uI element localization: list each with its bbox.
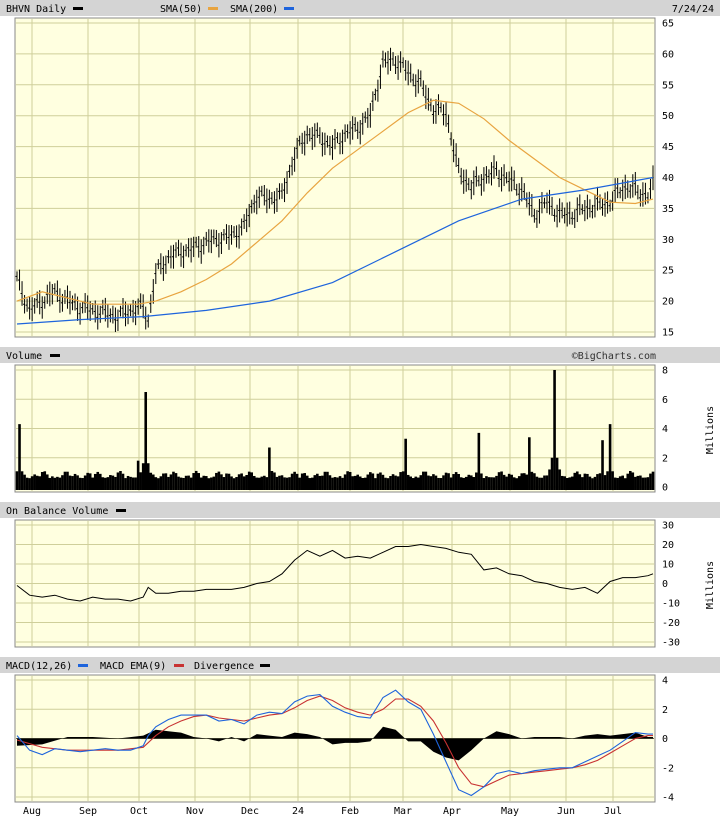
x-tick-label: Dec xyxy=(241,806,259,817)
x-tick-label: Aug xyxy=(23,806,41,817)
x-tick-label: Apr xyxy=(443,806,461,817)
x-tick-label: Jul xyxy=(604,806,622,817)
y-tick-label: 6 xyxy=(662,395,668,406)
price-legend-swatch xyxy=(73,7,83,10)
y-tick-label: 55 xyxy=(662,80,674,91)
y-tick-label: 30 xyxy=(662,235,674,246)
macd-title-bar: MACD(12,26) MACD EMA(9) Divergence xyxy=(0,657,720,673)
y-tick-label: 25 xyxy=(662,266,674,277)
macd-title: MACD(12,26) xyxy=(6,661,72,672)
sma50-line xyxy=(16,99,654,305)
y-tick-label: 8 xyxy=(662,366,668,377)
x-tick-label: Sep xyxy=(79,806,97,817)
y-tick-label: 2 xyxy=(662,453,668,464)
volume-bars xyxy=(15,370,655,490)
y-tick-label: 20 xyxy=(662,297,674,308)
y-tick-label: -10 xyxy=(662,599,680,610)
x-tick-label: Feb xyxy=(341,806,359,817)
macd-ema-legend-swatch xyxy=(174,664,184,667)
title-bar-bg xyxy=(0,657,720,673)
title-bar-bg xyxy=(0,0,720,16)
y-tick-label: 40 xyxy=(662,173,674,184)
divergence-legend-swatch xyxy=(260,664,270,667)
sma200-line xyxy=(16,176,654,325)
volume-title: Volume xyxy=(6,351,42,362)
obv-unit-label: Millions xyxy=(705,561,716,609)
divergence-label: Divergence xyxy=(194,661,254,672)
y-tick-label: 60 xyxy=(662,49,674,60)
x-tick-label: May xyxy=(501,806,519,817)
sma200-legend-swatch xyxy=(284,7,294,10)
obv-title: On Balance Volume xyxy=(6,506,108,517)
x-tick-label: Nov xyxy=(186,806,204,817)
title-bar-bg xyxy=(0,347,720,363)
macd-ema-line xyxy=(16,695,653,788)
divergence-histogram xyxy=(17,726,653,761)
y-tick-label: -30 xyxy=(662,638,680,649)
y-tick-label: 10 xyxy=(662,560,674,571)
bigcharts-watermark: ©BigCharts.com xyxy=(572,351,656,362)
marks-layer xyxy=(15,47,655,797)
y-tick-label: 0 xyxy=(662,579,668,590)
y-tick-label: 30 xyxy=(662,521,674,532)
y-tick-label: -20 xyxy=(662,618,680,629)
grid-layer xyxy=(16,19,654,801)
y-tick-label: 65 xyxy=(662,19,674,30)
volume-legend-swatch xyxy=(50,354,60,357)
obv-line xyxy=(16,543,654,602)
macd-legend-swatch xyxy=(78,664,88,667)
title-bar-bg xyxy=(0,502,720,518)
y-tick-label: 15 xyxy=(662,328,674,339)
x-tick-label: Jun xyxy=(557,806,575,817)
y-tick-label: 2 xyxy=(662,705,668,716)
volume-unit-label: Millions xyxy=(705,406,716,454)
obv-legend-swatch xyxy=(116,509,126,512)
y-tick-label: -4 xyxy=(662,793,674,804)
chart-date: 7/24/24 xyxy=(672,4,714,15)
sma200-legend-label: SMA(200) xyxy=(230,4,278,15)
axis-layer: 152025303540455055606502468-30-20-100102… xyxy=(23,19,680,818)
price-title-bar: BHVN Daily SMA(50) SMA(200) 7/24/24 xyxy=(0,0,720,16)
sma50-legend-label: SMA(50) xyxy=(160,4,202,15)
obv-title-bar: On Balance Volume xyxy=(0,502,720,518)
price-bars xyxy=(15,47,654,333)
y-tick-label: 50 xyxy=(662,111,674,122)
y-tick-label: 4 xyxy=(662,424,668,435)
macd-ema-label: MACD EMA(9) xyxy=(100,661,166,672)
y-tick-label: 20 xyxy=(662,540,674,551)
macd-line xyxy=(16,689,653,797)
y-tick-label: 0 xyxy=(662,483,668,494)
x-tick-label: Mar xyxy=(394,806,412,817)
ticker-label: BHVN Daily xyxy=(6,4,66,15)
y-tick-label: 35 xyxy=(662,204,674,215)
y-tick-label: 4 xyxy=(662,676,668,687)
volume-title-bar: Volume ©BigCharts.com xyxy=(0,347,720,363)
y-tick-label: -2 xyxy=(662,763,674,774)
sma50-legend-swatch xyxy=(208,7,218,10)
x-tick-label: 24 xyxy=(292,806,304,817)
y-tick-label: 45 xyxy=(662,142,674,153)
y-tick-label: 0 xyxy=(662,734,668,745)
x-tick-label: Oct xyxy=(130,806,148,817)
